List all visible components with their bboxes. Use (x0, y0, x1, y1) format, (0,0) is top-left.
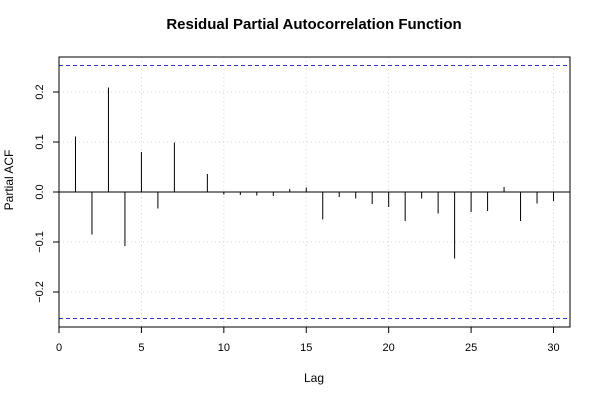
y-tick-label: 0.2 (34, 84, 46, 99)
x-axis-label: Lag (304, 371, 324, 385)
confidence-bounds (59, 65, 570, 319)
y-tick-label: −0.1 (34, 231, 46, 253)
y-tick-label: 0.0 (34, 184, 46, 199)
x-tick-label: 30 (547, 342, 559, 354)
x-tick-label: 25 (465, 342, 477, 354)
x-tick-label: 5 (138, 342, 144, 354)
y-tick-label: 0.1 (34, 134, 46, 149)
pacf-bars (74, 87, 555, 259)
x-axis: 0 5 10 15 20 25 30 (56, 326, 560, 354)
x-tick-label: 10 (218, 342, 230, 354)
y-axis: −0.2 −0.1 0.0 0.1 0.2 (34, 84, 60, 303)
x-tick-label: 0 (56, 342, 62, 354)
x-tick-label: 20 (383, 342, 395, 354)
grid-lines (58, 57, 570, 327)
x-tick-label: 15 (300, 342, 312, 354)
y-axis-label: Partial ACF (2, 150, 16, 211)
chart-title: Residual Partial Autocorrelation Functio… (166, 16, 461, 33)
y-tick-label: −0.2 (34, 281, 46, 303)
